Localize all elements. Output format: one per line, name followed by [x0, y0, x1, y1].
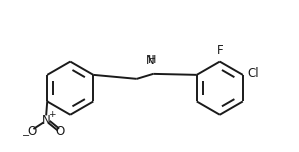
Text: N: N [145, 54, 154, 67]
Text: O: O [56, 125, 65, 138]
Text: N: N [42, 114, 51, 127]
Text: F: F [216, 44, 223, 57]
Text: H: H [148, 55, 156, 65]
Text: +: + [48, 111, 56, 119]
Text: O: O [27, 125, 36, 138]
Text: −: − [22, 131, 30, 141]
Text: Cl: Cl [247, 67, 259, 80]
